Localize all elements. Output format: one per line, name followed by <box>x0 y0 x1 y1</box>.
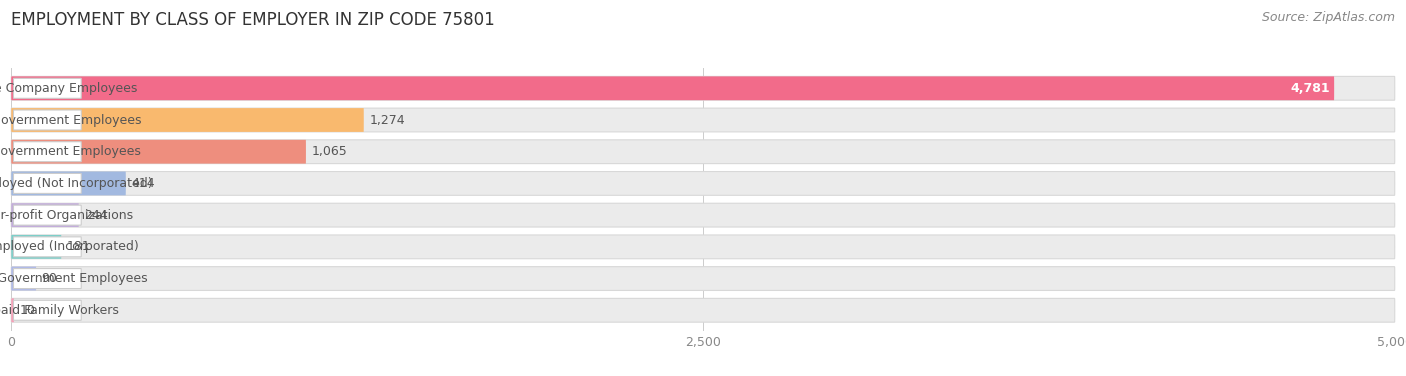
Text: Source: ZipAtlas.com: Source: ZipAtlas.com <box>1261 11 1395 24</box>
FancyBboxPatch shape <box>14 205 82 225</box>
Text: EMPLOYMENT BY CLASS OF EMPLOYER IN ZIP CODE 75801: EMPLOYMENT BY CLASS OF EMPLOYER IN ZIP C… <box>11 11 495 29</box>
Text: Not-for-profit Organizations: Not-for-profit Organizations <box>0 209 134 221</box>
FancyBboxPatch shape <box>14 300 82 320</box>
FancyBboxPatch shape <box>11 203 79 227</box>
FancyBboxPatch shape <box>11 235 1395 259</box>
Text: Self-Employed (Incorporated): Self-Employed (Incorporated) <box>0 240 139 253</box>
Text: 10: 10 <box>20 304 35 317</box>
Text: Self-Employed (Not Incorporated): Self-Employed (Not Incorporated) <box>0 177 152 190</box>
Text: Private Company Employees: Private Company Employees <box>0 82 136 95</box>
Text: Federal Government Employees: Federal Government Employees <box>0 272 148 285</box>
Text: 414: 414 <box>131 177 155 190</box>
Text: 1,274: 1,274 <box>370 114 405 126</box>
FancyBboxPatch shape <box>11 299 1395 322</box>
Text: 244: 244 <box>84 209 108 221</box>
FancyBboxPatch shape <box>11 108 1395 132</box>
FancyBboxPatch shape <box>14 142 82 162</box>
FancyBboxPatch shape <box>11 171 125 195</box>
FancyBboxPatch shape <box>11 171 1395 195</box>
FancyBboxPatch shape <box>11 108 364 132</box>
FancyBboxPatch shape <box>11 140 1395 164</box>
Text: 1,065: 1,065 <box>312 145 347 158</box>
FancyBboxPatch shape <box>14 78 82 98</box>
FancyBboxPatch shape <box>14 268 82 288</box>
FancyBboxPatch shape <box>11 235 62 259</box>
Text: 4,781: 4,781 <box>1291 82 1330 95</box>
Text: Local Government Employees: Local Government Employees <box>0 145 141 158</box>
FancyBboxPatch shape <box>11 76 1334 100</box>
FancyBboxPatch shape <box>11 267 37 290</box>
FancyBboxPatch shape <box>11 267 1395 290</box>
Text: 90: 90 <box>42 272 58 285</box>
Text: State Government Employees: State Government Employees <box>0 114 141 126</box>
FancyBboxPatch shape <box>14 110 82 130</box>
FancyBboxPatch shape <box>14 173 82 193</box>
Text: Unpaid Family Workers: Unpaid Family Workers <box>0 304 118 317</box>
FancyBboxPatch shape <box>11 203 1395 227</box>
FancyBboxPatch shape <box>14 237 82 257</box>
Text: 181: 181 <box>67 240 90 253</box>
FancyBboxPatch shape <box>11 140 307 164</box>
FancyBboxPatch shape <box>11 299 14 322</box>
FancyBboxPatch shape <box>11 76 1395 100</box>
